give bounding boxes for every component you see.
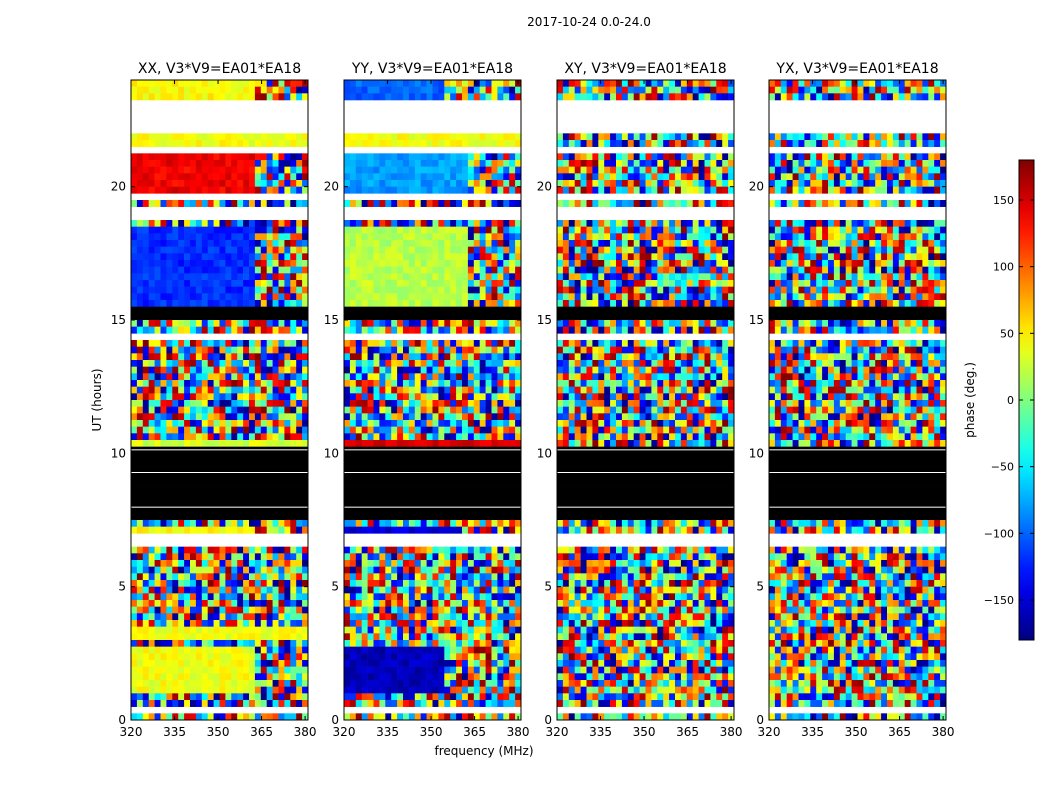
x-axis-label: frequency (MHz) bbox=[434, 744, 533, 758]
y-tick-label: 15 bbox=[324, 313, 339, 327]
figure-suptitle: 2017-10-24 0.0-24.0 bbox=[527, 15, 651, 29]
colorbar-tick-label: 100 bbox=[993, 261, 1014, 274]
x-tick-label: 335 bbox=[589, 725, 612, 739]
colorbar: 150 100 50 0 −50 −100 −150 bbox=[984, 159, 1035, 641]
panel-title: XX, V3*V9=EA01*EA18 bbox=[138, 61, 301, 77]
y-tick-label: 15 bbox=[111, 313, 126, 327]
y-tick-label: 5 bbox=[756, 580, 764, 594]
y-tick-label: 0 bbox=[544, 713, 552, 727]
x-tick-label: 335 bbox=[376, 725, 399, 739]
y-tick-label: 15 bbox=[537, 313, 552, 327]
y-tick-label: 10 bbox=[111, 446, 126, 460]
x-tick-label: 335 bbox=[801, 725, 824, 739]
y-tick-label: 15 bbox=[749, 313, 764, 327]
colorbar-label: phase (deg.) bbox=[963, 362, 977, 438]
panel-frame bbox=[768, 79, 947, 721]
colorbar-tick-label: 50 bbox=[1000, 327, 1014, 340]
y-tick-label: 10 bbox=[537, 446, 552, 460]
y-tick-label: 20 bbox=[749, 180, 764, 194]
x-tick-label: 320 bbox=[333, 725, 356, 739]
x-tick-label: 380 bbox=[720, 725, 743, 739]
y-tick-label: 10 bbox=[749, 446, 764, 460]
x-tick-label: 365 bbox=[463, 725, 486, 739]
y-tick-label: 0 bbox=[756, 713, 764, 727]
colorbar-tick-label: −50 bbox=[991, 461, 1014, 474]
panel-frame bbox=[556, 79, 735, 721]
y-tick-label: 20 bbox=[537, 180, 552, 194]
x-tick-label: 365 bbox=[676, 725, 699, 739]
y-tick-label: 20 bbox=[324, 180, 339, 194]
panel: XX, V3*V9=EA01*EA18 320 335 350 365 380 0 5 10 15… bbox=[111, 61, 317, 739]
panel-frame bbox=[130, 79, 309, 721]
panel-title: YX, V3*V9=EA01*EA18 bbox=[775, 61, 938, 77]
panel: YY, V3*V9=EA01*EA18 320 335 350 365 380 0 5 10 15… bbox=[324, 61, 530, 739]
panel: XY, V3*V9=EA01*EA18 320 335 350 365 380 0 5 10 15… bbox=[537, 61, 743, 739]
x-tick-label: 380 bbox=[294, 725, 317, 739]
y-tick-label: 10 bbox=[324, 446, 339, 460]
phase-heatmap bbox=[131, 80, 309, 721]
y-tick-label: 20 bbox=[111, 180, 126, 194]
x-tick-label: 350 bbox=[633, 725, 656, 739]
phase-heatmap bbox=[344, 80, 522, 721]
panel: YX, V3*V9=EA01*EA18 320 335 350 365 380 0 5 10 15… bbox=[749, 61, 955, 739]
y-tick-label: 5 bbox=[544, 580, 552, 594]
y-tick-label: 0 bbox=[331, 713, 339, 727]
colorbar-tick-label: 0 bbox=[1007, 394, 1014, 407]
colorbar-tick-label: −100 bbox=[984, 527, 1014, 540]
y-tick-label: 5 bbox=[331, 580, 339, 594]
panel-frame bbox=[343, 79, 522, 721]
x-tick-label: 365 bbox=[250, 725, 273, 739]
x-tick-label: 365 bbox=[888, 725, 911, 739]
x-tick-label: 320 bbox=[758, 725, 781, 739]
panel-title: XY, V3*V9=EA01*EA18 bbox=[564, 61, 726, 77]
phase-heatmap bbox=[557, 80, 735, 721]
phase-heatmap bbox=[769, 80, 947, 721]
x-tick-label: 335 bbox=[163, 725, 186, 739]
x-tick-label: 320 bbox=[546, 725, 569, 739]
panel-title: YY, V3*V9=EA01*EA18 bbox=[351, 61, 513, 77]
x-tick-label: 380 bbox=[932, 725, 955, 739]
y-tick-label: 5 bbox=[118, 580, 126, 594]
x-tick-label: 350 bbox=[845, 725, 868, 739]
y-tick-label: 0 bbox=[118, 713, 126, 727]
colorbar-tick-label: 150 bbox=[993, 194, 1014, 207]
x-tick-label: 320 bbox=[120, 725, 143, 739]
colorbar-tick-label: −150 bbox=[984, 594, 1014, 607]
x-tick-label: 350 bbox=[207, 725, 230, 739]
y-axis-label: UT (hours) bbox=[90, 368, 104, 431]
x-tick-label: 380 bbox=[507, 725, 530, 739]
x-tick-label: 350 bbox=[420, 725, 443, 739]
